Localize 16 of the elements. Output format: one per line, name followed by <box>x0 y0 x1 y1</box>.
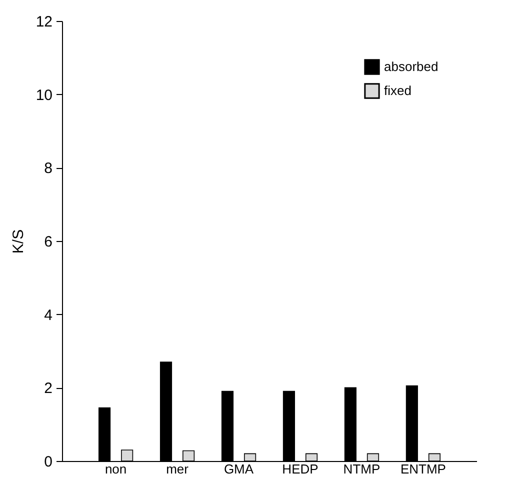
y-tick-label: 8 <box>44 160 52 178</box>
y-axis-title: K/S <box>10 229 27 254</box>
x-tick-label: mer <box>166 462 190 476</box>
x-tick-label: ENTMP <box>400 462 446 476</box>
legend-label: absorbed <box>384 59 438 74</box>
x-tick-label: HEDP <box>282 462 318 476</box>
x-tick-label: GMA <box>224 462 254 476</box>
legend-label: fixed <box>384 83 412 98</box>
y-tick-label: 0 <box>44 454 52 470</box>
y-tick-label: 10 <box>36 86 52 104</box>
y-tick-label: 2 <box>44 380 52 398</box>
y-tick-label: 6 <box>44 234 52 250</box>
y-tick-label: 12 <box>36 14 52 30</box>
y-tick-label: 4 <box>44 306 52 324</box>
x-tick-label: non <box>104 462 127 476</box>
x-tick-label: NTMP <box>343 462 380 476</box>
